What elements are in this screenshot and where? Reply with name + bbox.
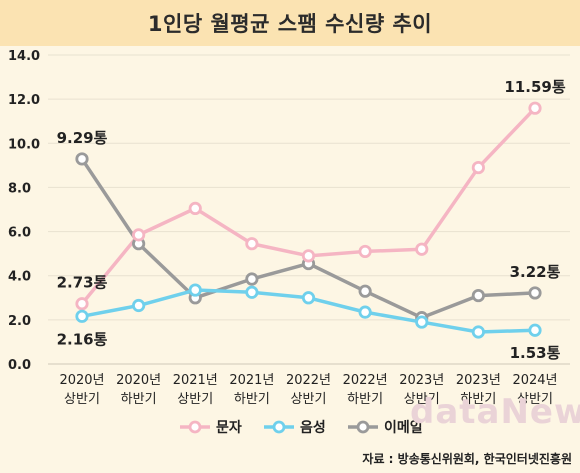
x-tick-label: 2021년 [173,373,218,388]
x-tick-label: 하반기 [234,392,270,407]
x-tick-label: 2022년 [343,373,388,388]
chart-title: 1인당 월평균 스팸 수신량 추이 [147,12,433,36]
data-label: 2.73통 [57,274,108,292]
x-tick-label: 2024년 [512,373,557,388]
data-label: 1.53통 [510,344,561,362]
x-tick-label: 상반기 [291,392,327,407]
data-point [75,297,89,311]
y-tick-label: 0.0 [8,358,31,373]
x-tick-label: 2021년 [229,373,274,388]
data-point [471,160,485,175]
data-point [471,325,485,339]
data-point [245,272,259,286]
x-tick-label: 상반기 [177,392,213,407]
y-tick-label: 6.0 [8,226,31,241]
x-tick-label: 상반기 [404,392,440,407]
legend-label: 이메일 [384,419,423,436]
x-tick-label: 2023년 [456,373,501,388]
y-tick-label: 2.0 [8,314,31,329]
x-tick-label: 2020년 [116,373,161,388]
data-point [245,285,259,299]
data-point [415,242,429,256]
data-point [188,201,202,215]
x-tick-label: 2020년 [59,373,104,388]
y-tick-label: 4.0 [8,270,31,285]
data-point [75,309,89,323]
data-point [528,323,542,337]
x-tick-label: 2022년 [286,373,331,388]
x-tick-label: 하반기 [121,392,157,407]
y-tick-label: 12.0 [8,93,40,108]
y-tick-label: 8.0 [8,181,31,196]
legend-marker [356,420,370,434]
source-note: 자료 : 방송통신위원회, 한국인터넷진흥원 [362,452,572,466]
data-label: 11.59통 [504,78,565,96]
x-tick-label: 상반기 [517,392,553,407]
y-tick-label: 14.0 [8,49,40,64]
x-tick-label: 하반기 [347,392,383,407]
data-point [245,237,259,251]
x-tick-label: 상반기 [64,392,100,407]
data-point [415,315,429,329]
x-tick-label: 하반기 [460,392,496,407]
data-label: 3.22통 [510,263,561,281]
data-point [528,101,542,115]
data-point [301,249,316,263]
data-label: 9.29통 [57,129,108,147]
data-point [358,284,372,298]
data-point [132,228,146,242]
y-tick-label: 10.0 [8,137,40,152]
legend-label: 음성 [300,420,326,436]
data-label: 2.16통 [57,330,108,348]
legend-marker [188,420,202,434]
data-point [132,298,146,313]
legend-marker [272,420,286,434]
data-point [471,288,485,303]
watermark-logo: dataNews [410,392,580,432]
legend-label: 문자 [216,420,242,436]
data-point [358,305,372,319]
series-line [80,106,537,305]
data-point [75,152,89,166]
data-point [358,244,372,259]
x-tick-label: 2023년 [399,373,444,388]
data-point [188,283,202,297]
data-point [528,286,542,300]
data-point [301,291,316,305]
title-bar: 1인당 월평균 스팸 수신량 추이 [0,0,580,46]
